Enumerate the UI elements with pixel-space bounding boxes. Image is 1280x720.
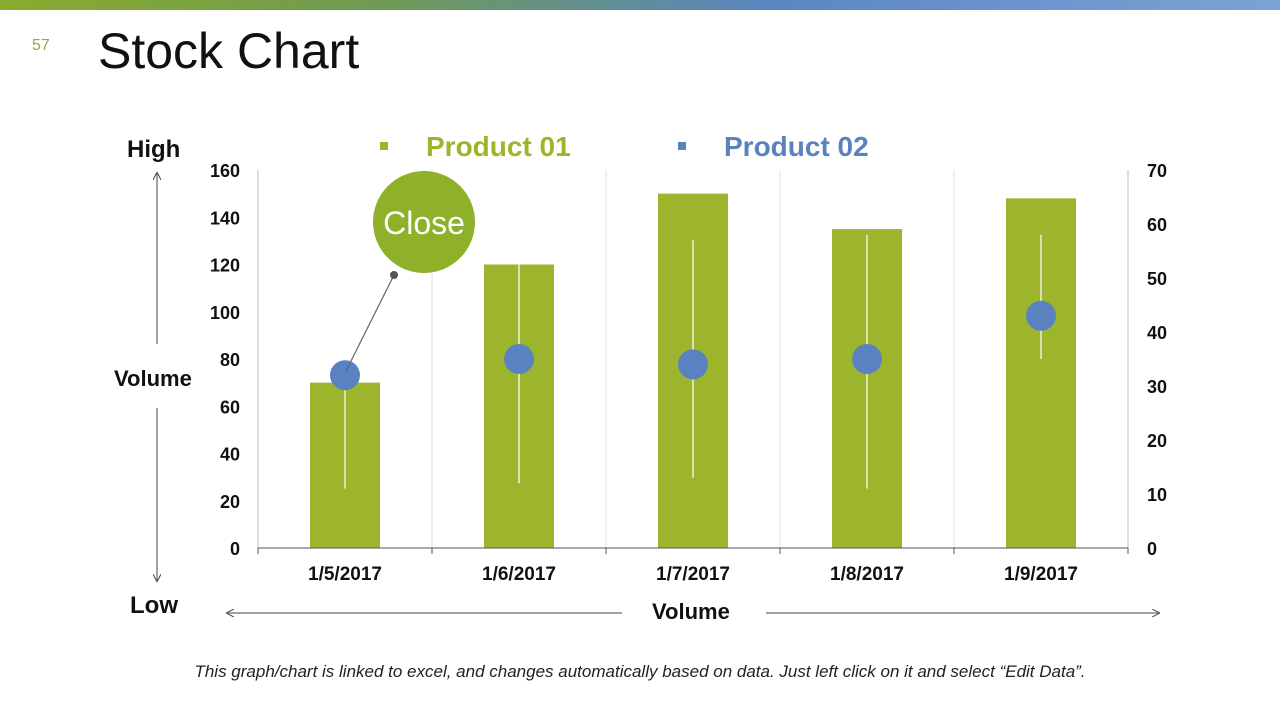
close-callout-label: Close (383, 205, 465, 241)
y-right-tick-label: 70 (1147, 161, 1167, 181)
x-tick-label: 1/7/2017 (656, 564, 730, 585)
y-left-tick-label: 0 (230, 539, 240, 559)
y-left-tick-label: 120 (210, 256, 240, 276)
close-callout-bubble (373, 171, 475, 273)
y-right-tick-label: 30 (1147, 377, 1167, 397)
callout-leader-line (345, 274, 395, 372)
x-tick-label: 1/8/2017 (830, 564, 904, 585)
x-tick-label: 1/5/2017 (308, 564, 382, 585)
close-marker-1/5/2017 (330, 360, 360, 391)
footer-note: This graph/chart is linked to excel, and… (194, 662, 1086, 681)
y-right-tick-label: 20 (1147, 431, 1167, 451)
volume-left-label: Volume (114, 366, 192, 391)
high-label: High (127, 136, 181, 163)
legend-product-02: Product 02 (678, 130, 869, 164)
y-left-tick-label: 140 (210, 208, 240, 228)
legend-swatch-product-02 (678, 141, 686, 150)
y-left-tick-label: 40 (220, 445, 240, 465)
y-right-tick-label: 10 (1147, 485, 1167, 505)
y-right-tick-label: 40 (1147, 323, 1167, 343)
close-marker-1/7/2017 (678, 349, 708, 380)
page-title: Stock Chart (98, 23, 360, 79)
y-left-tick-label: 60 (220, 397, 240, 417)
legend-label-product-01: Product 01 (426, 131, 571, 162)
y-right-tick-label: 50 (1147, 269, 1167, 289)
legend-product-01: Product 01 (380, 130, 571, 164)
volume-bottom-label: Volume (652, 599, 730, 624)
top-accent-bar (0, 0, 1280, 10)
close-marker-1/6/2017 (504, 344, 534, 374)
x-tick-label: 1/9/2017 (1004, 564, 1078, 585)
y-right-tick-label: 0 (1147, 539, 1157, 559)
close-marker-1/9/2017 (1026, 300, 1056, 331)
y-left-tick-label: 20 (220, 492, 240, 512)
y-left-tick-label: 100 (210, 303, 240, 323)
low-label: Low (130, 592, 178, 619)
legend-swatch-product-01 (380, 141, 388, 150)
legend-label-product-02: Product 02 (724, 131, 869, 162)
y-left-tick-label: 160 (210, 161, 240, 181)
slide-number: 57 (32, 37, 50, 54)
close-marker-1/8/2017 (852, 344, 882, 374)
y-left-tick-label: 80 (220, 350, 240, 370)
callout-leader-dot (390, 271, 398, 279)
y-right-tick-label: 60 (1147, 215, 1167, 235)
x-tick-label: 1/6/2017 (482, 564, 556, 585)
